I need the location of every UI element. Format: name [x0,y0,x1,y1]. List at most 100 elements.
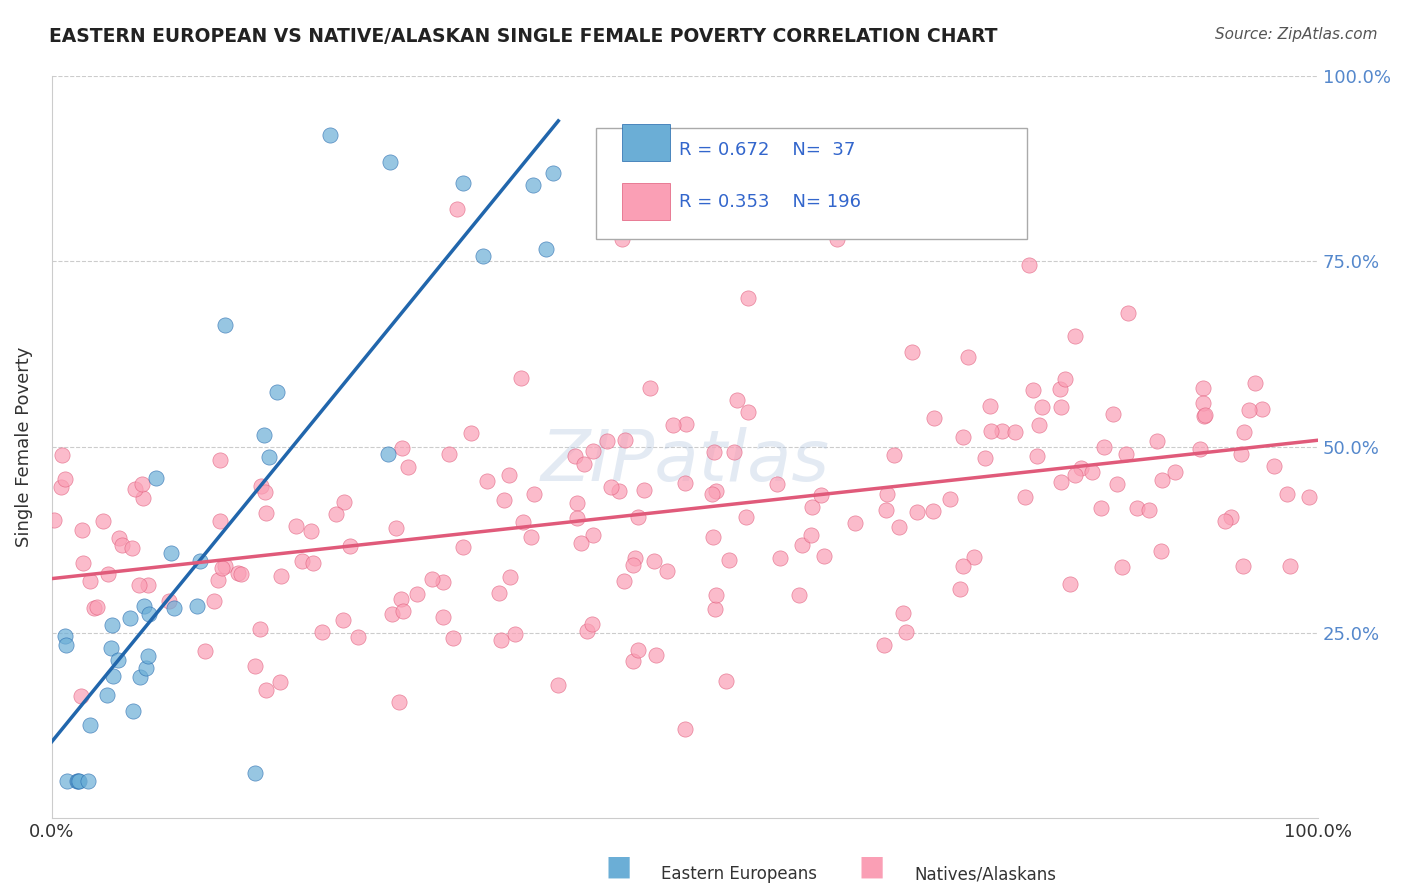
Point [381,607,404,621]
Point [1150,473,1173,487]
Point [883,448,905,462]
Point [963,550,986,565]
Point [253,485,276,500]
Point [1188,442,1211,456]
Point [492,493,515,508]
Point [111,538,134,552]
Point [1192,381,1215,395]
Point [388,695,411,709]
Point [229,566,252,581]
Point [499,570,522,584]
Point [509,371,531,385]
Point [49,480,72,494]
Y-axis label: Single Female Poverty: Single Female Poverty [15,347,32,547]
Point [124,483,146,497]
Point [270,569,292,583]
Point [405,587,427,601]
FancyBboxPatch shape [621,124,669,161]
Point [766,476,789,491]
Point [1028,417,1050,432]
Point [980,424,1002,438]
Point [1070,460,1092,475]
Point [887,520,910,534]
Point [633,483,655,497]
Point [254,682,277,697]
Point [565,496,588,510]
Point [979,399,1001,413]
Point [346,630,368,644]
Point [103,669,125,683]
Point [655,564,678,578]
Point [896,624,918,639]
Point [391,604,413,618]
Point [624,551,647,566]
Point [1014,490,1036,504]
Point [157,594,180,608]
Point [1054,372,1077,386]
Point [949,582,972,596]
Point [121,704,143,718]
Point [737,292,759,306]
Point [704,588,727,602]
Point [67,774,90,789]
Point [249,623,271,637]
Point [643,554,665,568]
Point [927,202,949,217]
Point [801,500,824,515]
Text: R = 0.353    N= 196: R = 0.353 N= 196 [679,193,860,211]
Point [97,567,120,582]
Point [86,600,108,615]
Point [451,540,474,554]
Point [813,549,835,563]
Point [129,670,152,684]
Point [1049,475,1071,490]
Point [121,541,143,555]
Point [716,673,738,688]
Point [512,515,534,529]
Point [1150,543,1173,558]
Point [901,344,924,359]
Point [1250,401,1272,416]
Point [607,484,630,499]
Point [1126,501,1149,516]
Point [138,607,160,621]
Point [188,553,211,567]
Point [1004,425,1026,440]
Point [377,447,399,461]
Point [723,445,745,459]
Point [704,484,727,499]
Point [800,528,823,542]
Point [131,477,153,491]
Point [253,427,276,442]
Point [547,678,569,692]
Point [621,558,644,572]
Point [952,559,974,574]
Point [1298,490,1320,504]
Point [319,128,342,142]
Point [302,556,325,570]
Point [1090,501,1112,516]
Text: Eastern Europeans: Eastern Europeans [661,865,817,883]
Point [627,643,650,657]
Point [460,425,482,440]
Point [825,232,848,246]
Point [432,574,454,589]
Point [662,417,685,432]
Point [627,510,650,524]
Point [489,633,512,648]
Point [520,531,543,545]
Point [893,606,915,620]
Point [582,444,605,458]
Point [735,510,758,524]
Point [211,561,233,575]
Point [135,661,157,675]
Point [138,578,160,592]
Point [311,624,333,639]
Point [1213,514,1236,528]
Point [1115,447,1137,461]
Point [72,556,94,570]
Point [1220,509,1243,524]
Point [136,649,159,664]
Point [100,617,122,632]
Point [1116,306,1139,320]
